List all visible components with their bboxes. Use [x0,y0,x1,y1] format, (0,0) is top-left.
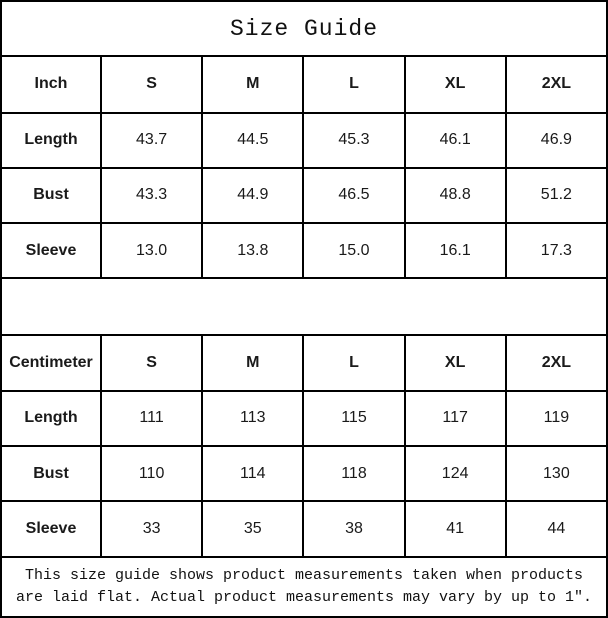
table-row: Length 111 113 115 117 119 [0,389,608,448]
measurement-value: 17.3 [504,222,608,280]
size-col-header: L [302,333,406,392]
measurement-label: Bust [0,445,102,503]
measurement-value: 44.5 [201,111,305,169]
size-col-header: L [302,55,406,114]
measurement-value: 111 [99,389,204,448]
measurement-value: 33 [99,500,204,558]
measurement-value: 46.9 [504,111,608,169]
measurement-value: 44.9 [201,166,305,225]
size-col-header: S [99,55,204,114]
measurement-value: 118 [302,445,406,503]
inch-header-row: Inch S M L XL 2XL [0,55,608,114]
size-col-header: 2XL [504,333,608,392]
measurement-value: 48.8 [403,166,507,225]
table-row: Sleeve 13.0 13.8 15.0 16.1 17.3 [0,222,608,280]
measurement-value: 41 [403,500,507,558]
unit-label-inch: Inch [0,55,102,114]
size-guide-footnote: This size guide shows product measuremen… [0,555,608,618]
measurement-value: 124 [403,445,507,503]
size-col-header: M [201,333,305,392]
measurement-value: 45.3 [302,111,406,169]
measurement-value: 51.2 [504,166,608,225]
measurement-value: 13.0 [99,222,204,280]
measurement-label: Bust [0,166,102,225]
size-col-header: XL [403,55,507,114]
size-col-header: XL [403,333,507,392]
table-row: Bust 110 114 118 124 130 [0,445,608,503]
table-row: Length 43.7 44.5 45.3 46.1 46.9 [0,111,608,169]
size-col-header: M [201,55,305,114]
size-col-header: 2XL [504,55,608,114]
spacer-cell [0,277,608,336]
measurement-value: 43.3 [99,166,204,225]
measurement-value: 117 [403,389,507,448]
measurement-value: 110 [99,445,204,503]
measurement-label: Sleeve [0,222,102,280]
measurement-value: 114 [201,445,305,503]
measurement-value: 113 [201,389,305,448]
table-row: Bust 43.3 44.9 46.5 48.8 51.2 [0,166,608,225]
measurement-value: 44 [504,500,608,558]
unit-label-centimeter: Centimeter [0,333,102,392]
measurement-value: 46.5 [302,166,406,225]
measurement-label: Length [0,111,102,169]
measurement-value: 130 [504,445,608,503]
measurement-value: 46.1 [403,111,507,169]
measurement-value: 119 [504,389,608,448]
measurement-value: 35 [201,500,305,558]
measurement-value: 13.8 [201,222,305,280]
measurement-value: 38 [302,500,406,558]
measurement-value: 115 [302,389,406,448]
measurement-value: 43.7 [99,111,204,169]
size-col-header: S [99,333,204,392]
spacer-row [0,277,608,336]
centimeter-header-row: Centimeter S M L XL 2XL [0,333,608,392]
table-row: Sleeve 33 35 38 41 44 [0,500,608,558]
measurement-value: 16.1 [403,222,507,280]
measurement-label: Sleeve [0,500,102,558]
measurement-label: Length [0,389,102,448]
measurement-value: 15.0 [302,222,406,280]
size-guide-title: Size Guide [0,0,608,58]
